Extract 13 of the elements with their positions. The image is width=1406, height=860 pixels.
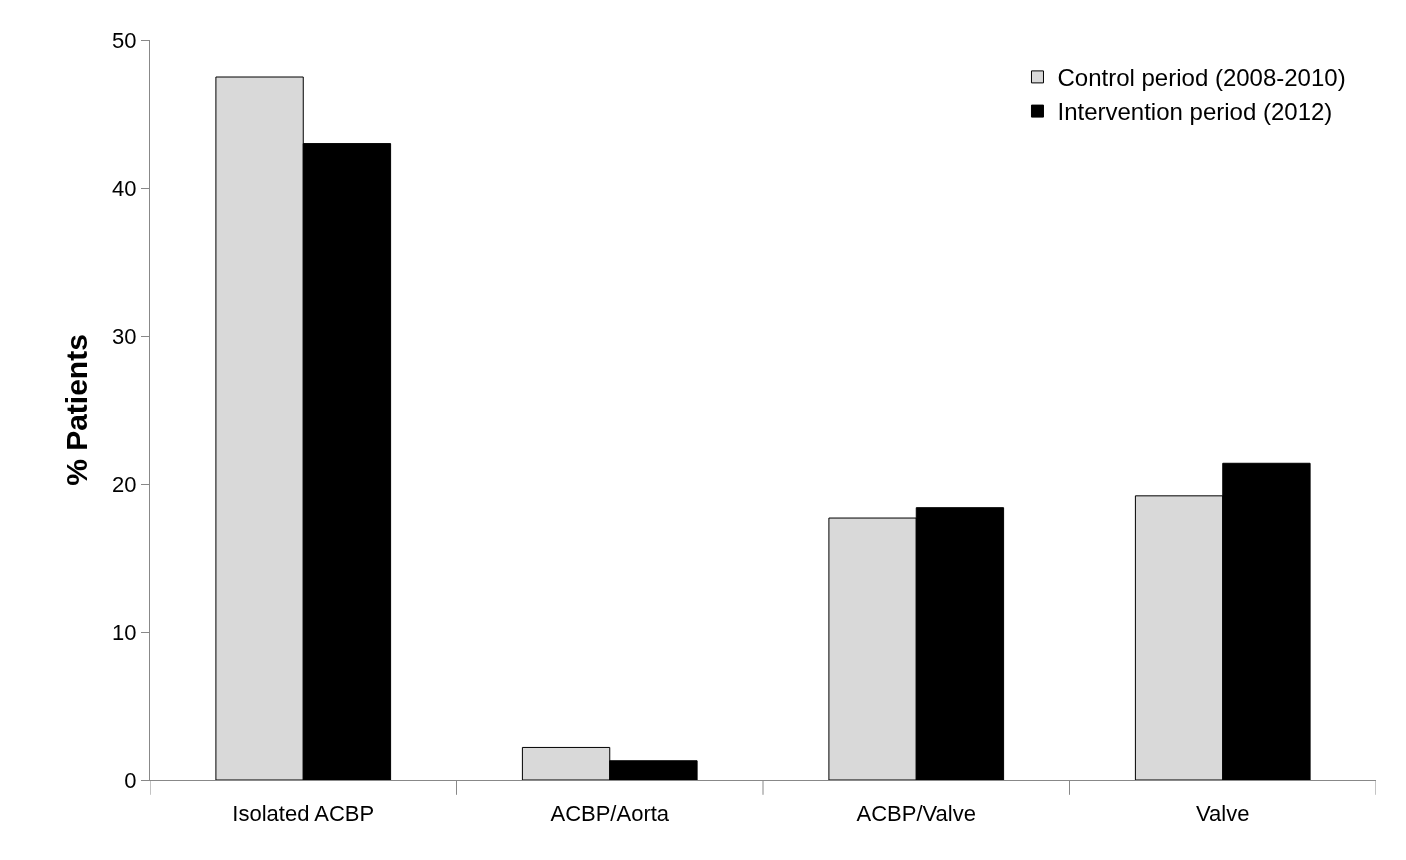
x-tick-label: ACBP/Aorta [550,801,670,827]
y-tick-label: 50 [112,27,137,53]
y-axis-title: % Patients [60,334,94,486]
y-tick-label: 10 [112,619,137,645]
legend-label: Intervention period (2012) [1057,98,1333,126]
legend-label: Control period (2008-2010) [1057,64,1346,92]
x-tick-label: Isolated ACBP [232,801,375,827]
y-tick-label: 0 [124,767,137,793]
y-tick-label: 40 [112,175,137,201]
x-tick-label: ACBP/Valve [856,801,976,827]
y-tick-label: 20 [112,471,137,497]
y-tick-label: 30 [112,323,137,349]
x-tick-label: Valve [1196,801,1250,827]
